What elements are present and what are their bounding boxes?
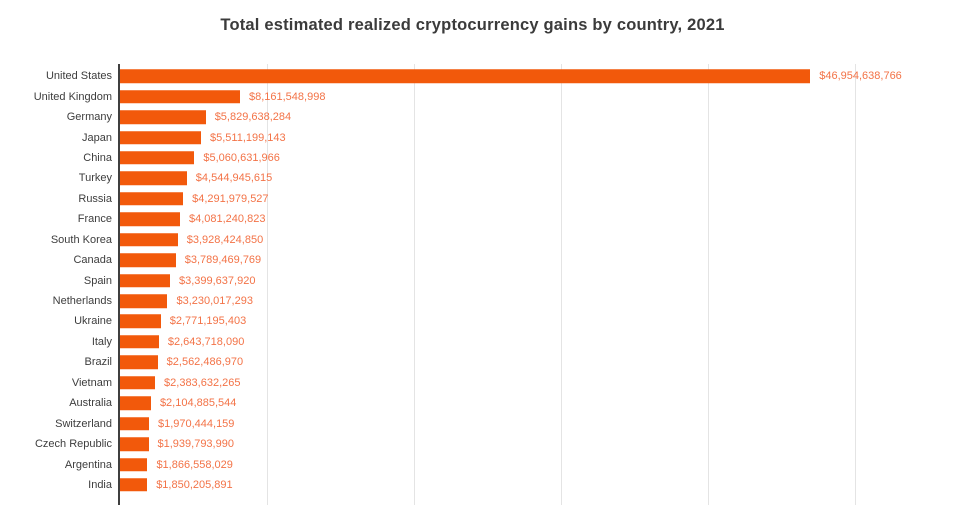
bar [120,314,161,329]
plot-area: United States $46,954,638,766 United Kingd… [34,64,962,505]
category-label: Turkey [78,172,112,185]
bar-row: Brazil $2,562,486,970 [84,352,962,372]
category-label: Netherlands [52,294,112,307]
bar-row: Netherlands $3,230,017,293 [53,291,962,311]
category-label: Canada [73,253,112,266]
bar-row: United States $46,954,638,766 [46,66,962,86]
category-label: United States [45,70,112,82]
value-label: $5,829,638,284 [214,111,292,124]
bar-row: Spain $3,399,637,920 [84,270,962,290]
value-label: $5,060,631,966 [203,151,280,164]
category-label: Argentina [64,458,112,471]
value-label: $2,383,632,265 [164,376,241,389]
category-label: China [83,151,112,164]
bar-row: Argentina $1,866,558,029 [65,454,962,474]
bar [120,376,156,390]
bar [120,355,158,370]
chart-title: Total estimated realized cryptocurrency … [220,16,725,34]
bar-row: Russia $4,291,979,527 [78,189,962,209]
category-label: Czech Republic [34,437,112,450]
category-label: France [77,213,112,226]
category-label: Spain [83,274,112,287]
bar [120,416,149,431]
value-label: $2,771,195,403 [169,315,247,328]
bar [120,171,187,186]
bar [120,396,151,410]
category-label: United Kingdom [33,90,112,103]
bar [120,273,170,288]
bar [120,232,178,247]
bar [120,192,184,206]
bar [120,437,149,451]
value-label: $1,939,793,990 [157,438,234,451]
bar-row: Ukraine $2,771,195,403 [74,311,962,331]
category-label: Vietnam [71,376,112,389]
value-label: $4,291,979,527 [192,192,269,205]
value-label: $1,850,205,891 [156,478,233,491]
bar [120,130,201,145]
value-label: $2,643,718,090 [167,335,245,348]
bar-row: Japan $5,511,199,143 [82,127,962,147]
value-label: $3,928,424,850 [186,233,264,246]
category-label: South Korea [50,233,112,246]
category-label: Italy [91,335,112,348]
category-label: Ukraine [74,315,112,328]
value-label: $2,104,885,544 [159,397,237,410]
bar [120,212,180,227]
bar-row: Italy $2,643,718,090 [92,332,962,352]
gridline [414,64,415,505]
plot-wrapper: United States $46,954,638,766 United Kingd… [0,64,962,505]
bar-rows: United States $46,954,638,766 United Kingd… [34,66,962,495]
bar-row: Czech Republic $1,939,793,990 [35,434,962,454]
value-label: $3,789,469,769 [184,254,262,267]
gridline [855,64,856,505]
value-label: $3,399,637,920 [178,274,256,287]
category-label: Russia [78,192,112,205]
value-label: $4,544,945,615 [195,172,273,185]
value-label: $1,970,444,159 [157,417,235,430]
bar-row: Canada $3,789,469,769 [73,250,962,270]
bar-row: China $5,060,631,966 [83,148,962,168]
bar-row: Turkey $4,544,945,615 [79,168,962,188]
bar [120,151,195,165]
value-label: $8,161,548,998 [248,90,326,103]
bar [120,478,148,492]
category-label: Australia [69,397,112,409]
bar-row: India $1,850,205,891 [88,475,962,495]
bar-row: Australia $2,104,885,544 [69,393,962,413]
bar [120,110,206,124]
category-label: Japan [82,131,112,144]
value-label: $3,230,017,293 [176,295,253,308]
bar-row: Vietnam $2,383,632,265 [72,373,962,393]
gridline [561,64,562,505]
category-label: India [88,478,112,491]
bar-row: Switzerland $1,970,444,159 [55,413,962,433]
value-label: $2,562,486,970 [166,356,244,369]
value-label: $1,866,558,029 [156,458,233,471]
bar-row: France $4,081,240,823 [78,209,962,229]
bar [120,457,148,472]
gridline [708,64,709,505]
value-label: $5,511,199,143 [210,131,286,144]
category-label: Germany [66,110,112,123]
bar-row: Germany $5,829,638,284 [67,107,962,127]
bar [120,253,176,267]
value-label: $46,954,638,766 [819,70,902,83]
bar-row: United Kingdom $8,161,548,998 [34,86,962,106]
category-label: Brazil [84,356,112,369]
bar [120,335,159,349]
category-label: Switzerland [55,417,112,430]
bar [120,69,811,83]
bar [120,294,168,308]
bar-row: South Korea $3,928,424,850 [51,230,962,250]
value-label: $4,081,240,823 [188,213,266,226]
bar [120,89,240,104]
gridline [267,64,268,505]
